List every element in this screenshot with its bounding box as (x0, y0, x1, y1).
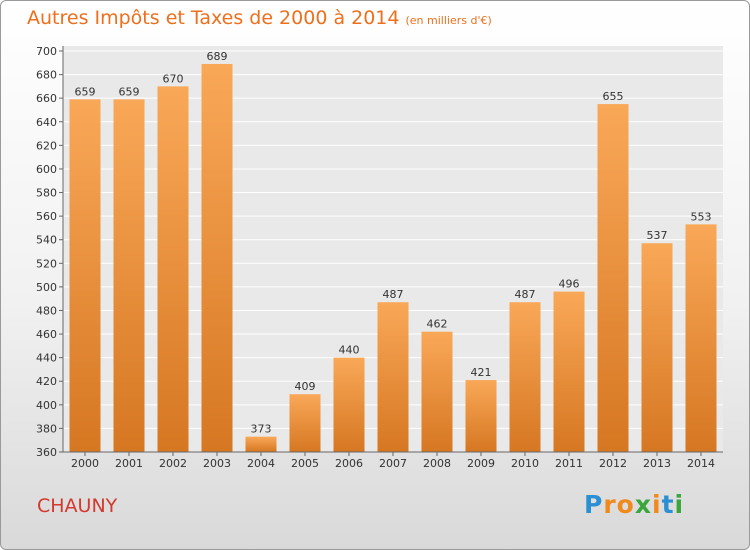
y-tick-label: 600 (36, 163, 57, 176)
y-tick-label: 700 (36, 45, 57, 58)
data-label: 421 (471, 366, 492, 379)
y-tick-label: 680 (36, 69, 57, 82)
y-tick-label: 660 (36, 92, 57, 105)
bar-2006 (333, 357, 365, 452)
logo-letter: P (584, 490, 604, 519)
city-label: CHAUNY (37, 495, 118, 517)
x-tick-label: 2004 (247, 457, 275, 470)
bars: 659 659 670 689 373 409 440 487 462 421 487 496 655 5… (69, 50, 717, 452)
data-label: 487 (515, 288, 536, 301)
logo-letter: t (661, 490, 675, 519)
bar-2011 (553, 291, 585, 452)
y-tick-label: 500 (36, 281, 57, 294)
bar-2014 (685, 224, 717, 452)
chart-unit: (en milliers d'€) (405, 14, 492, 27)
data-label: 553 (691, 210, 712, 223)
bar-2002 (157, 86, 189, 452)
data-label: 659 (119, 85, 140, 98)
data-label: 670 (163, 72, 184, 85)
chart-title-block: Autres Impôts et Taxes de 2000 à 2014 (en… (27, 7, 492, 29)
y-tick-label: 520 (36, 257, 57, 270)
y-tick-label: 380 (36, 422, 57, 435)
x-tick-label: 2010 (511, 457, 539, 470)
chart-title: Autres Impôts et Taxes de 2000 à 2014 (27, 7, 400, 29)
y-tick-label: 360 (36, 446, 57, 459)
bar-2003 (201, 63, 233, 452)
bar-2009 (465, 380, 497, 452)
x-tick-label: 2012 (599, 457, 627, 470)
x-axis: 2000 2001 2002 2003 2004 2005 2006 2007 2008 2009… (63, 451, 723, 470)
x-tick-label: 2009 (467, 457, 495, 470)
y-axis: 360 380 400 420 440 460 480 500 520 540 560 580 600 6… (36, 45, 64, 459)
data-label: 409 (295, 380, 316, 393)
data-label: 487 (383, 288, 404, 301)
x-tick-label: 2000 (71, 457, 99, 470)
bar-2008 (421, 331, 453, 452)
y-tick-label: 640 (36, 116, 57, 129)
logo-letter: i (674, 490, 685, 519)
data-label: 659 (75, 85, 96, 98)
bar-2007 (377, 302, 409, 452)
data-label: 373 (251, 423, 272, 436)
x-tick-label: 2013 (643, 457, 671, 470)
y-tick-label: 580 (36, 187, 57, 200)
data-label: 496 (559, 278, 580, 291)
x-tick-label: 2008 (423, 457, 451, 470)
bar-2012 (597, 104, 629, 452)
x-tick-label: 2007 (379, 457, 407, 470)
logo-letter: o (616, 490, 635, 519)
bar-2004 (245, 436, 277, 452)
x-tick-label: 2001 (115, 457, 143, 470)
x-tick-label: 2003 (203, 457, 231, 470)
data-label: 655 (603, 90, 624, 103)
bar-2013 (641, 243, 673, 452)
y-tick-label: 540 (36, 234, 57, 247)
x-tick-label: 2005 (291, 457, 319, 470)
y-tick-label: 420 (36, 375, 57, 388)
bar-2005 (289, 394, 321, 452)
y-tick-label: 460 (36, 328, 57, 341)
y-tick-label: 480 (36, 304, 57, 317)
x-tick-label: 2011 (555, 457, 583, 470)
x-tick-label: 2002 (159, 457, 187, 470)
bar-2001 (113, 99, 145, 452)
bar-2000 (69, 99, 101, 452)
proxiti-logo[interactable]: Proxiti (584, 490, 684, 519)
logo-letter: x (634, 490, 652, 519)
data-label: 462 (427, 318, 448, 331)
y-tick-label: 560 (36, 210, 57, 223)
data-label: 440 (339, 344, 360, 357)
logo-letter: r (603, 490, 617, 519)
logo-letter: i (652, 490, 662, 519)
data-label: 689 (207, 50, 228, 63)
bar-2010 (509, 302, 541, 452)
y-tick-label: 620 (36, 139, 57, 152)
data-label: 537 (647, 229, 668, 242)
x-tick-label: 2014 (687, 457, 715, 470)
y-tick-label: 440 (36, 352, 57, 365)
x-tick-label: 2006 (335, 457, 363, 470)
y-tick-label: 400 (36, 399, 57, 412)
